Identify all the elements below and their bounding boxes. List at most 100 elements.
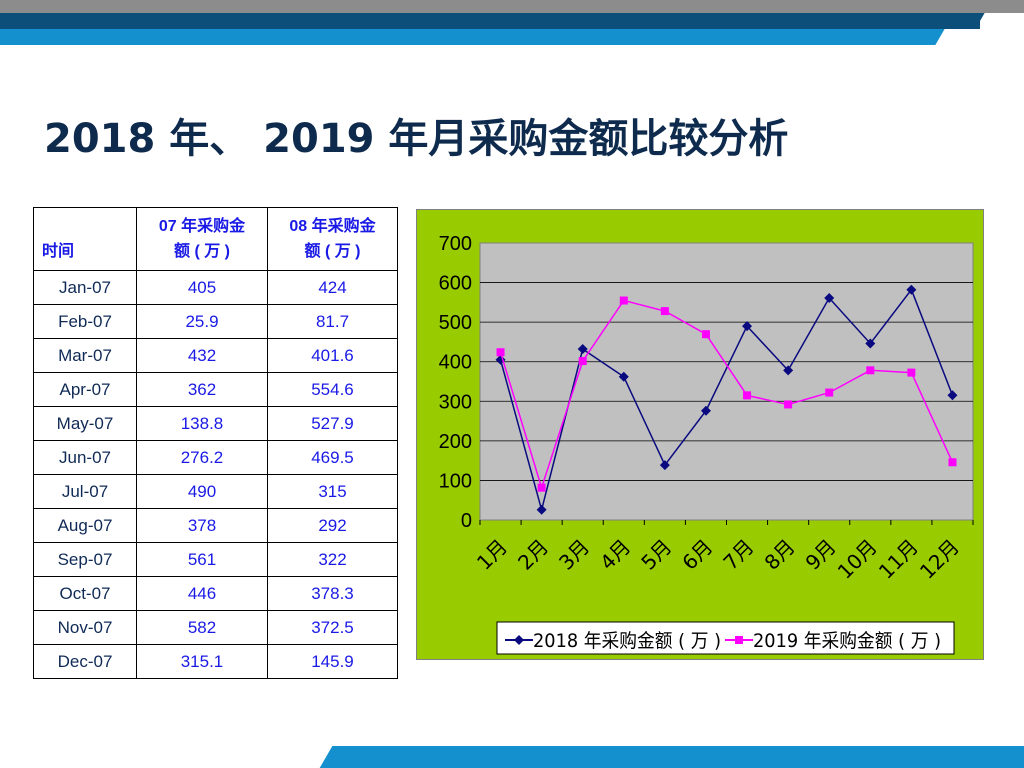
y-tick-label: 100 xyxy=(439,470,472,492)
data-point-2019 xyxy=(907,368,916,377)
header-07-line2: 额 ( 万 ) xyxy=(174,243,230,260)
data-point-2019 xyxy=(578,357,587,366)
data-point-2018 xyxy=(783,365,794,376)
data-point-2019 xyxy=(866,366,875,375)
table-body: Jan-07 405 424 Feb-07 25.9 81.7 Mar-07 432 401.6… xyxy=(33,270,398,679)
header-07-line1: 07 年采购金 xyxy=(158,218,246,235)
cell-08: 378.3 xyxy=(267,576,398,611)
cell-07: 446 xyxy=(136,576,268,611)
table-row: Jun-07 276.2 469.5 xyxy=(33,440,398,475)
data-point-2019 xyxy=(701,330,710,339)
y-tick-label: 0 xyxy=(461,510,472,532)
table-row: May-07 138.8 527.9 xyxy=(33,406,398,441)
data-point-2019 xyxy=(660,307,669,316)
table-row: Mar-07 432 401.6 xyxy=(33,338,398,373)
x-tick-label: 7月 xyxy=(718,535,758,575)
legend-box xyxy=(496,621,955,655)
cell-07: 378 xyxy=(136,508,268,543)
cell-07: 561 xyxy=(136,542,268,577)
cell-07: 276.2 xyxy=(136,440,268,475)
cell-month: Feb-07 xyxy=(33,304,137,339)
table-row: Dec-07 315.1 145.9 xyxy=(33,644,398,679)
header-08: 08 年采购金 额 ( 万 ) xyxy=(267,207,398,271)
table-header-row: 时间 07 年采购金 额 ( 万 ) 08 年采购金 额 ( 万 ) xyxy=(33,207,398,271)
cell-month: Mar-07 xyxy=(33,338,137,373)
cell-08: 145.9 xyxy=(267,644,398,679)
y-tick-label: 600 xyxy=(439,273,472,295)
header-08-line2: 额 ( 万 ) xyxy=(304,243,361,260)
cell-month: Jul-07 xyxy=(33,474,137,509)
cell-08: 527.9 xyxy=(267,406,398,441)
legend-label-2: 2019 年采购金额 ( 万 ) xyxy=(753,630,941,652)
table-row: Nov-07 582 372.5 xyxy=(33,610,398,645)
y-tick-label: 500 xyxy=(439,312,472,334)
cell-month: Apr-07 xyxy=(33,372,137,407)
data-point-2019 xyxy=(537,483,546,492)
header-08-line1: 08 年采购金 xyxy=(289,218,376,235)
y-tick-label: 400 xyxy=(439,352,472,374)
data-point-2019 xyxy=(948,458,957,467)
chart-area: 0 100 200 300 400 500 600 700 1月 2月 3月 4月 5月 6月 7月 8月 9月… xyxy=(416,209,984,660)
cell-month: Nov-07 xyxy=(33,610,137,645)
cell-month: Jun-07 xyxy=(33,440,137,475)
cell-07: 405 xyxy=(136,270,268,305)
y-tick-label: 300 xyxy=(439,391,472,413)
series-line-1 xyxy=(499,288,954,513)
cell-08: 292 xyxy=(267,508,398,543)
x-tick-label: 11月 xyxy=(874,535,923,584)
x-tick-label: 3月 xyxy=(554,535,594,575)
data-point-2018 xyxy=(536,504,547,515)
cell-08: 315 xyxy=(267,474,398,509)
data-point-2018 xyxy=(865,338,876,349)
x-tick-label: 8月 xyxy=(760,535,800,575)
legend-marker-2018 xyxy=(514,635,524,645)
top-gray-band xyxy=(0,0,1024,13)
cell-07: 138.8 xyxy=(136,406,268,441)
data-point-2019 xyxy=(743,391,752,400)
table-row: Sep-07 561 322 xyxy=(33,542,398,577)
x-tick-label: 5月 xyxy=(636,535,676,575)
data-point-2019 xyxy=(496,348,505,357)
table-row: Jan-07 405 424 xyxy=(33,270,398,305)
top-blue-band xyxy=(0,29,934,45)
cell-08: 81.7 xyxy=(267,304,398,339)
legend-marker-2019 xyxy=(735,636,743,644)
header-07: 07 年采购金 额 ( 万 ) xyxy=(136,207,268,271)
cell-month: Aug-07 xyxy=(33,508,137,543)
data-point-2018 xyxy=(577,344,588,355)
x-tick-label: 12月 xyxy=(915,535,964,584)
cell-08: 469.5 xyxy=(267,440,398,475)
table-row: Aug-07 378 292 xyxy=(33,508,398,543)
data-point-2018 xyxy=(906,284,917,295)
cell-month: Dec-07 xyxy=(33,644,137,679)
data-point-2018 xyxy=(659,460,670,471)
header-time: 时间 xyxy=(33,207,137,271)
cell-07: 315.1 xyxy=(136,644,268,679)
table-row: Feb-07 25.9 81.7 xyxy=(33,304,398,339)
data-point-2018 xyxy=(618,371,629,382)
table-row: Jul-07 490 315 xyxy=(33,474,398,509)
data-point-2019 xyxy=(619,296,628,305)
x-tick-label: 4月 xyxy=(595,535,635,575)
cell-07: 25.9 xyxy=(136,304,268,339)
cell-08: 401.6 xyxy=(267,338,398,373)
y-tick-label: 700 xyxy=(439,233,472,255)
cell-07: 582 xyxy=(136,610,268,645)
legend-label-1: 2018 年采购金额 ( 万 ) xyxy=(533,630,721,652)
cell-08: 322 xyxy=(267,542,398,577)
plot-background xyxy=(479,242,974,521)
cell-07: 490 xyxy=(136,474,268,509)
x-tick-label: 10月 xyxy=(833,535,882,584)
cell-month: May-07 xyxy=(33,406,137,441)
x-tick-label: 2月 xyxy=(513,535,553,575)
data-point-2018 xyxy=(824,293,835,304)
data-point-2018 xyxy=(742,321,753,332)
data-point-2019 xyxy=(784,400,793,409)
cell-07: 362 xyxy=(136,372,268,407)
cell-08: 554.6 xyxy=(267,372,398,407)
table-row: Apr-07 362 554.6 xyxy=(33,372,398,407)
data-point-2018 xyxy=(947,390,958,401)
page-title: 2018 年、 2019 年月采购金额比较分析 xyxy=(44,116,789,162)
cell-month: Sep-07 xyxy=(33,542,137,577)
